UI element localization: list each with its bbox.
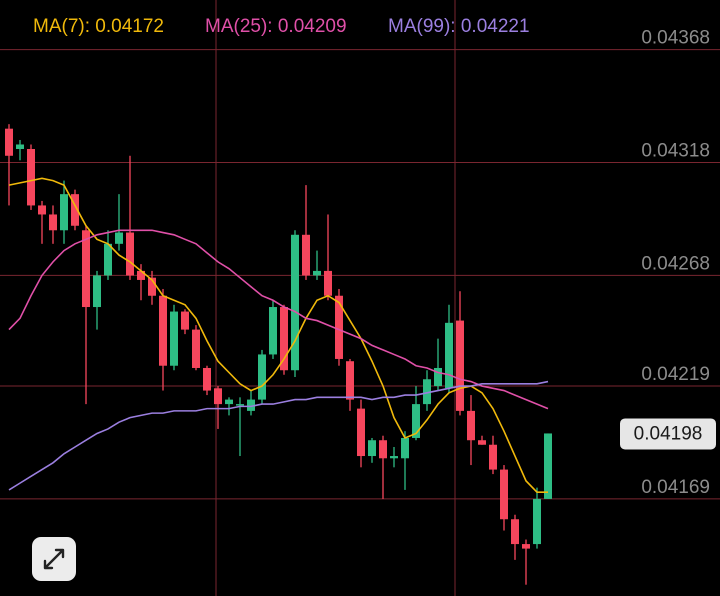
candle-body bbox=[390, 456, 398, 459]
grid bbox=[0, 49, 720, 500]
candle-body bbox=[115, 232, 123, 244]
y-tick-label: 0.04219 bbox=[641, 364, 710, 385]
candle-body bbox=[423, 379, 431, 405]
expand-button[interactable] bbox=[32, 537, 76, 581]
candle-body bbox=[401, 437, 409, 459]
candle-body bbox=[302, 234, 310, 276]
candle-body bbox=[148, 277, 156, 296]
expand-icon bbox=[43, 548, 65, 570]
candle-body bbox=[170, 311, 178, 366]
candle-body bbox=[181, 311, 189, 330]
y-tick-label: 0.04318 bbox=[641, 141, 710, 162]
y-tick-label: 0.04268 bbox=[641, 253, 710, 274]
candle-body bbox=[489, 444, 497, 470]
candle-body bbox=[291, 234, 299, 371]
candle-body bbox=[434, 367, 442, 387]
legend-entry: MA(25): 0.04209 bbox=[205, 16, 347, 37]
legend-entry: MA(7): 0.04172 bbox=[33, 16, 164, 37]
candle-body bbox=[522, 544, 530, 549]
candle-body bbox=[236, 404, 244, 406]
candle-body bbox=[368, 440, 376, 457]
plot bbox=[5, 124, 552, 585]
candle-body bbox=[247, 399, 255, 411]
candle-body bbox=[93, 275, 101, 308]
candle-body bbox=[445, 322, 453, 389]
candle-body bbox=[5, 128, 13, 156]
labels: 0.04368 0.04318 0.04268 0.04219 0.04169 MA(7)… bbox=[33, 16, 716, 498]
candle-body bbox=[324, 270, 332, 296]
candle-body bbox=[456, 320, 464, 411]
moving-average-line bbox=[8, 380, 549, 491]
candle-body bbox=[511, 519, 519, 545]
candle-body bbox=[269, 307, 277, 355]
candle-body bbox=[478, 440, 486, 445]
candle-body bbox=[104, 243, 112, 276]
candle-body bbox=[346, 361, 354, 400]
candle-body bbox=[27, 149, 35, 206]
candle-body bbox=[313, 270, 321, 276]
candle-body bbox=[203, 367, 211, 391]
candle-body bbox=[71, 194, 79, 226]
candle-body bbox=[192, 329, 200, 368]
candle-body bbox=[280, 307, 288, 371]
candle-body bbox=[159, 295, 167, 366]
y-tick-label: 0.04169 bbox=[641, 477, 710, 498]
y-tick-label: 0.04368 bbox=[641, 28, 710, 49]
candle-body bbox=[258, 354, 266, 400]
candle-body bbox=[500, 469, 508, 520]
candle-body bbox=[533, 498, 541, 545]
candle-body bbox=[379, 440, 387, 459]
candle-body bbox=[225, 399, 233, 405]
legend-entry: MA(99): 0.04221 bbox=[388, 16, 530, 37]
candle-body bbox=[16, 144, 24, 149]
last-price-label: 0.04198 bbox=[634, 423, 703, 444]
candle-body bbox=[214, 388, 222, 405]
candle-body bbox=[82, 230, 90, 308]
candle-body bbox=[126, 232, 134, 276]
candle-body bbox=[49, 214, 57, 231]
candle-body bbox=[544, 433, 552, 499]
candle-body bbox=[60, 194, 68, 231]
moving-average-line bbox=[8, 229, 549, 410]
candle-body bbox=[357, 408, 365, 457]
candle-body bbox=[467, 410, 475, 441]
candle-body bbox=[412, 404, 420, 438]
candle-body bbox=[137, 270, 145, 280]
last-price-tag bbox=[620, 418, 716, 450]
moving-average-line bbox=[8, 177, 548, 493]
candle-body bbox=[335, 295, 343, 359]
candle-body bbox=[38, 205, 46, 215]
